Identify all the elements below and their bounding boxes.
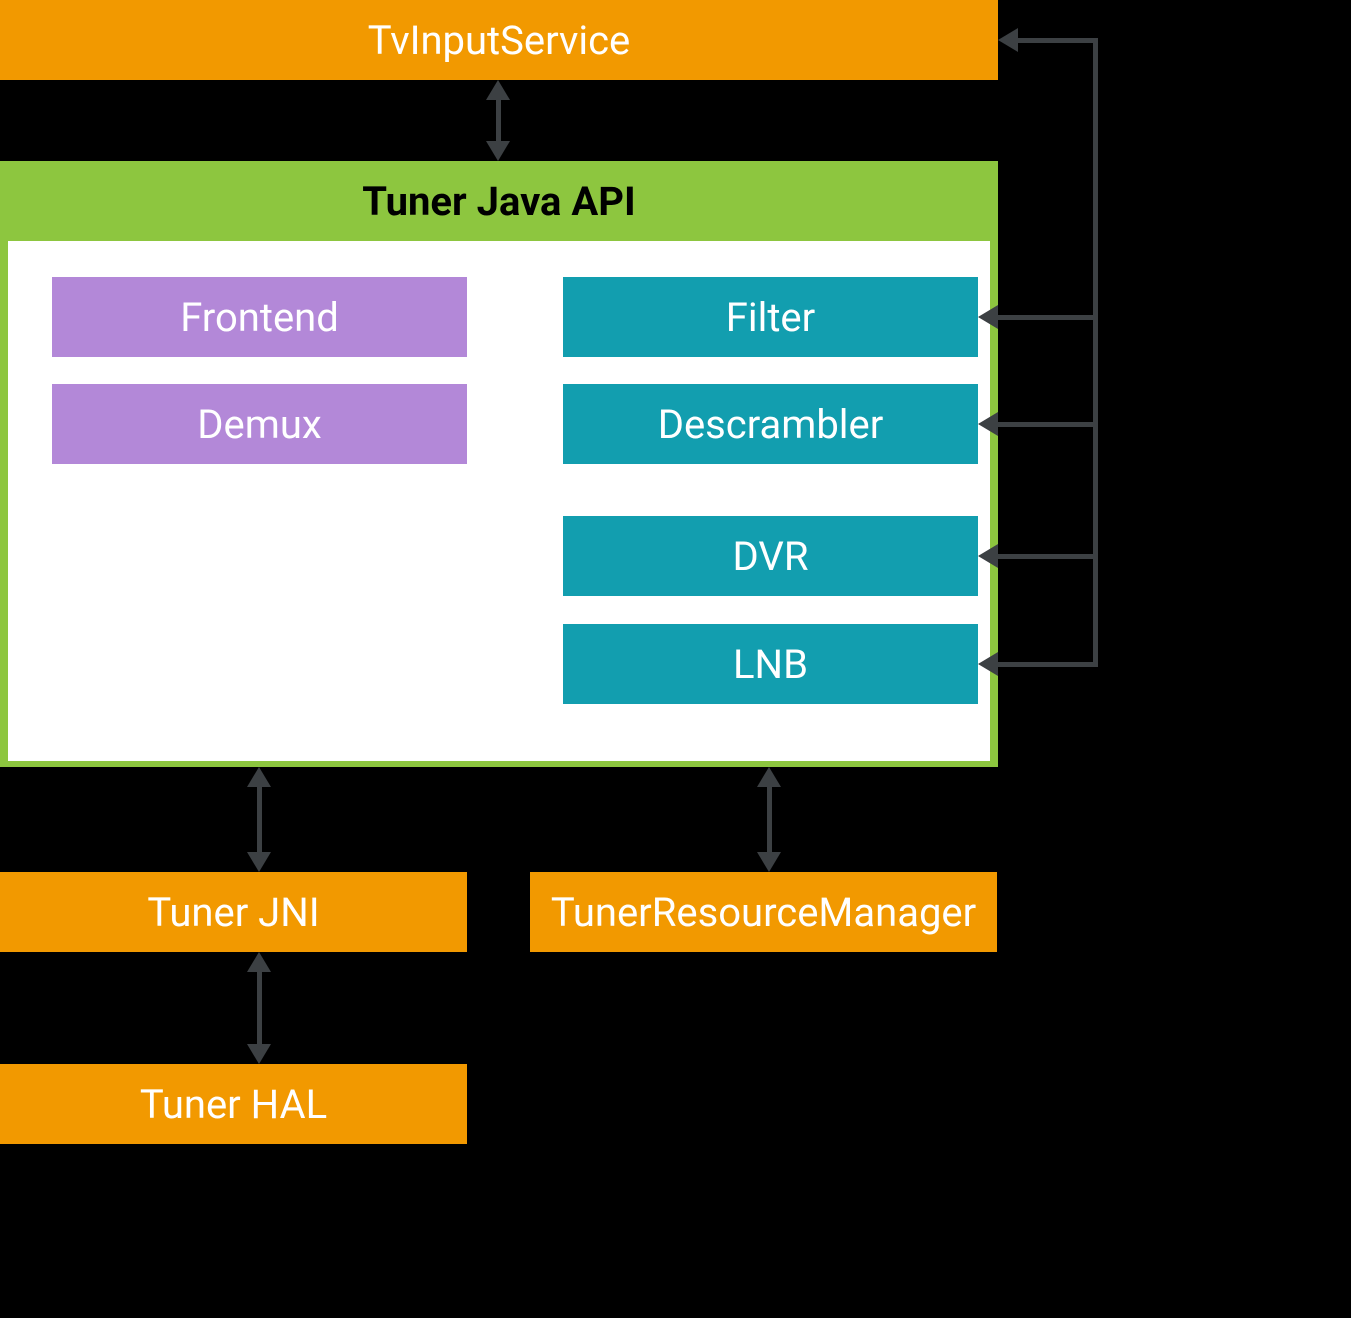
tuner-jni-box: Tuner JNI	[0, 872, 467, 952]
arrow-to-tis-head	[998, 28, 1018, 52]
arrow-api-trm-down	[757, 852, 781, 872]
frontend-box: Frontend	[52, 277, 467, 357]
tuner-java-api-label: Tuner Java API	[362, 178, 635, 225]
arrow-to-dvr-line	[998, 554, 1098, 559]
right-bus-line	[1093, 38, 1098, 666]
arrow-to-filter-line	[998, 315, 1098, 320]
arrow-to-descrambler-line	[998, 422, 1098, 427]
arrow-tis-api-up	[486, 80, 510, 100]
tv-input-service-label: TvInputService	[368, 17, 631, 64]
arrow-api-trm-line	[767, 785, 772, 854]
lnb-label: LNB	[733, 641, 808, 688]
demux-label: Demux	[197, 401, 321, 448]
tuner-hal-label: Tuner HAL	[140, 1081, 327, 1128]
arrow-jni-hal-up	[247, 952, 271, 972]
arrow-to-tis-line	[1018, 38, 1098, 43]
arrow-to-descrambler-head	[978, 412, 998, 436]
arrow-api-jni-up	[247, 767, 271, 787]
tuner-java-api-container: Tuner Java API Frontend Demux Filter Des…	[0, 161, 998, 767]
arrow-jni-hal-line	[257, 970, 262, 1046]
descrambler-label: Descrambler	[658, 401, 884, 448]
descrambler-box: Descrambler	[563, 384, 978, 464]
dvr-box: DVR	[563, 516, 978, 596]
tuner-resource-manager-label: TunerResourceManager	[551, 889, 976, 936]
arrow-to-lnb-head	[978, 652, 998, 676]
frontend-label: Frontend	[180, 294, 339, 341]
arrow-to-dvr-head	[978, 544, 998, 568]
arrow-api-jni-line	[257, 785, 262, 854]
lnb-box: LNB	[563, 624, 978, 704]
arrow-to-lnb-line	[998, 662, 1098, 667]
tuner-jni-label: Tuner JNI	[147, 889, 319, 936]
arrow-jni-hal-down	[247, 1044, 271, 1064]
demux-box: Demux	[52, 384, 467, 464]
dvr-label: DVR	[733, 533, 809, 580]
tuner-hal-box: Tuner HAL	[0, 1064, 467, 1144]
tuner-resource-manager-box: TunerResourceManager	[530, 872, 997, 952]
arrow-tis-api-line	[496, 98, 501, 143]
tv-input-service-box: TvInputService	[0, 0, 998, 80]
filter-label: Filter	[726, 294, 815, 341]
arrow-api-jni-down	[247, 852, 271, 872]
filter-box: Filter	[563, 277, 978, 357]
arrow-to-filter-head	[978, 305, 998, 329]
arrow-tis-api-down	[486, 141, 510, 161]
tuner-java-api-header: Tuner Java API	[0, 161, 998, 241]
arrow-api-trm-up	[757, 767, 781, 787]
white-panel: Frontend Demux Filter Descrambler DVR LN…	[8, 241, 990, 761]
